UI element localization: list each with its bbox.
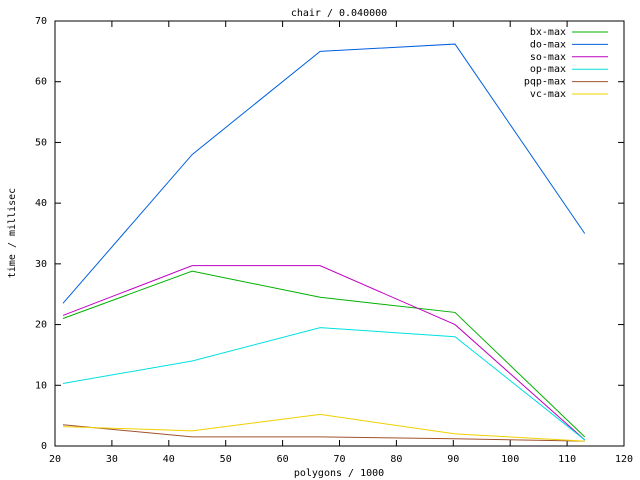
series-line: [62, 413, 585, 442]
legend-label: pqp-max: [524, 77, 566, 88]
series-line: [62, 424, 585, 442]
x-axis-label: polygons / 1000: [294, 468, 384, 479]
y-tick-label: 70: [35, 16, 47, 27]
series-line: [62, 270, 586, 438]
y-tick-label: 60: [35, 77, 47, 88]
x-tick-label: 90: [447, 454, 459, 465]
y-tick-label: 50: [35, 137, 47, 148]
legend-label: so-max: [530, 52, 566, 63]
legend-label: vc-max: [530, 89, 566, 100]
y-tick-label: 40: [35, 198, 47, 209]
x-tick-label: 50: [220, 454, 232, 465]
y-tick-label: 20: [35, 320, 47, 331]
x-tick-label: 120: [615, 454, 633, 465]
series-line: [62, 327, 586, 441]
x-tick-label: 20: [49, 454, 61, 465]
x-tick-label: 110: [558, 454, 576, 465]
x-tick-label: 100: [501, 454, 519, 465]
x-tick-label: 30: [106, 454, 118, 465]
series-line: [62, 43, 586, 304]
x-tick-label: 70: [333, 454, 345, 465]
series-line: [62, 265, 586, 441]
legend-label: op-max: [530, 64, 566, 75]
y-tick-label: 10: [35, 380, 47, 391]
x-tick-label: 80: [390, 454, 402, 465]
x-tick-label: 60: [277, 454, 289, 465]
legend-label: do-max: [530, 39, 566, 50]
legend-label: bx-max: [530, 27, 566, 38]
y-tick-label: 0: [41, 441, 47, 452]
y-axis-label: time / millisec: [7, 188, 18, 278]
x-tick-label: 40: [163, 454, 175, 465]
chart-title: chair / 0.040000: [291, 8, 387, 19]
y-tick-label: 30: [35, 259, 47, 270]
